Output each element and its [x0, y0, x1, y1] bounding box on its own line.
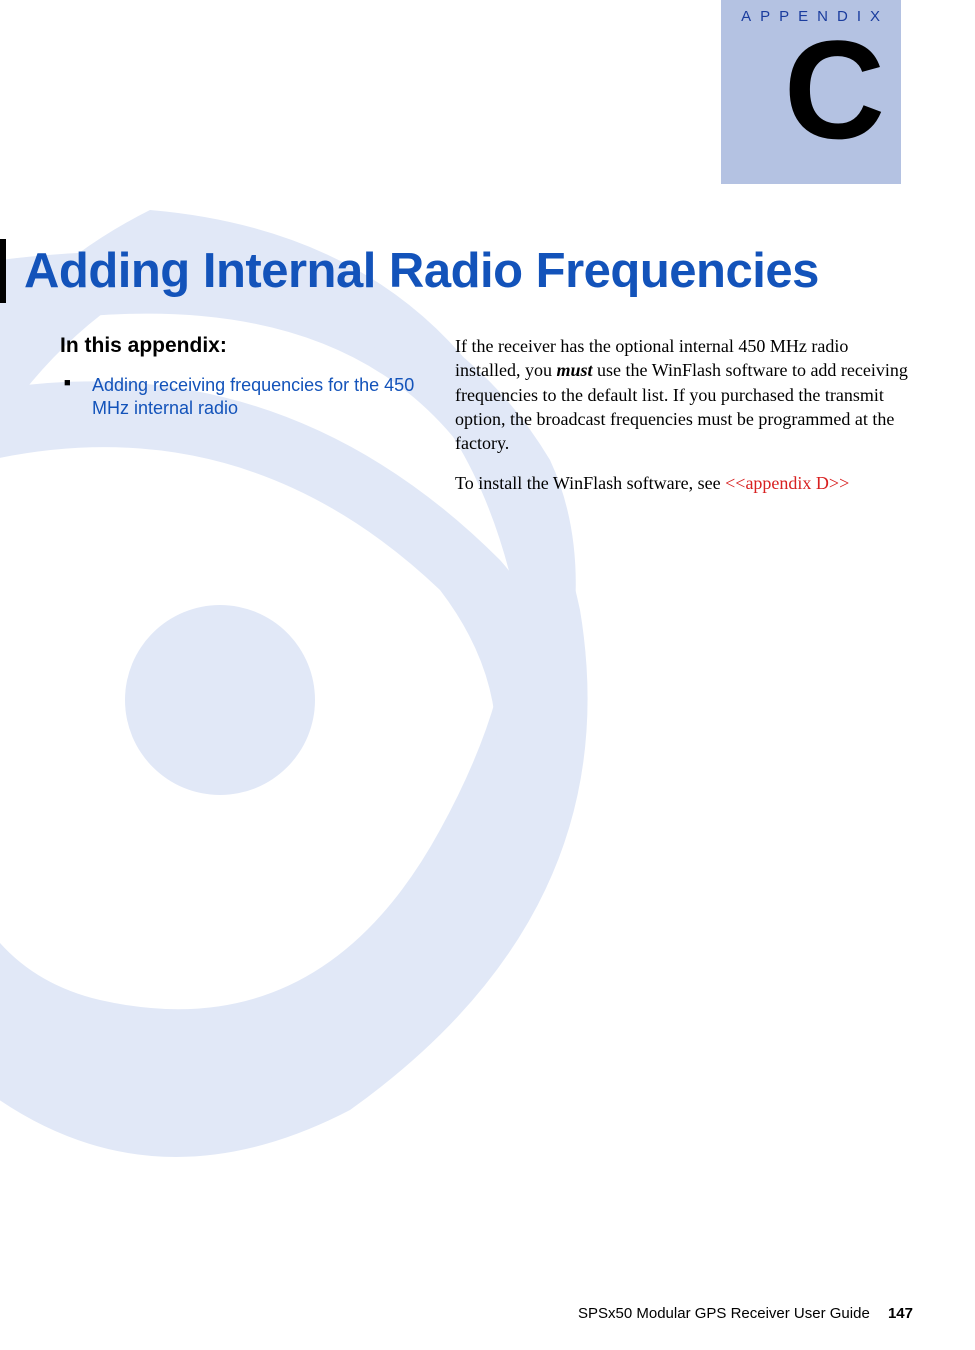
background-swirl-graphic	[0, 160, 700, 1260]
page-number: 147	[888, 1305, 913, 1322]
page-title: Adding Internal Radio Frequencies	[24, 243, 819, 299]
toc-list: Adding receiving frequencies for the 450…	[60, 374, 425, 421]
intro-paragraph: If the receiver has the optional interna…	[455, 334, 915, 455]
para2-pre: To install the WinFlash software, see	[455, 473, 725, 493]
page-footer: SPSx50 Modular GPS Receiver User Guide 1…	[578, 1305, 913, 1322]
appendix-badge: APPENDIX C	[721, 0, 901, 184]
left-column: In this appendix: Adding receiving frequ…	[60, 334, 455, 496]
para1-must: must	[557, 360, 593, 380]
toc-item[interactable]: Adding receiving frequencies for the 450…	[92, 374, 425, 421]
appendix-letter: C	[721, 23, 889, 156]
toc-heading: In this appendix:	[60, 334, 425, 358]
title-accent-bar	[0, 239, 6, 303]
title-bar: Adding Internal Radio Frequencies	[0, 239, 819, 303]
content-area: In this appendix: Adding receiving frequ…	[60, 334, 915, 496]
install-paragraph: To install the WinFlash software, see <<…	[455, 471, 915, 495]
footer-text: SPSx50 Modular GPS Receiver User Guide	[578, 1305, 870, 1322]
right-column: If the receiver has the optional interna…	[455, 334, 915, 496]
appendix-d-link[interactable]: <<appendix D>>	[725, 473, 849, 493]
